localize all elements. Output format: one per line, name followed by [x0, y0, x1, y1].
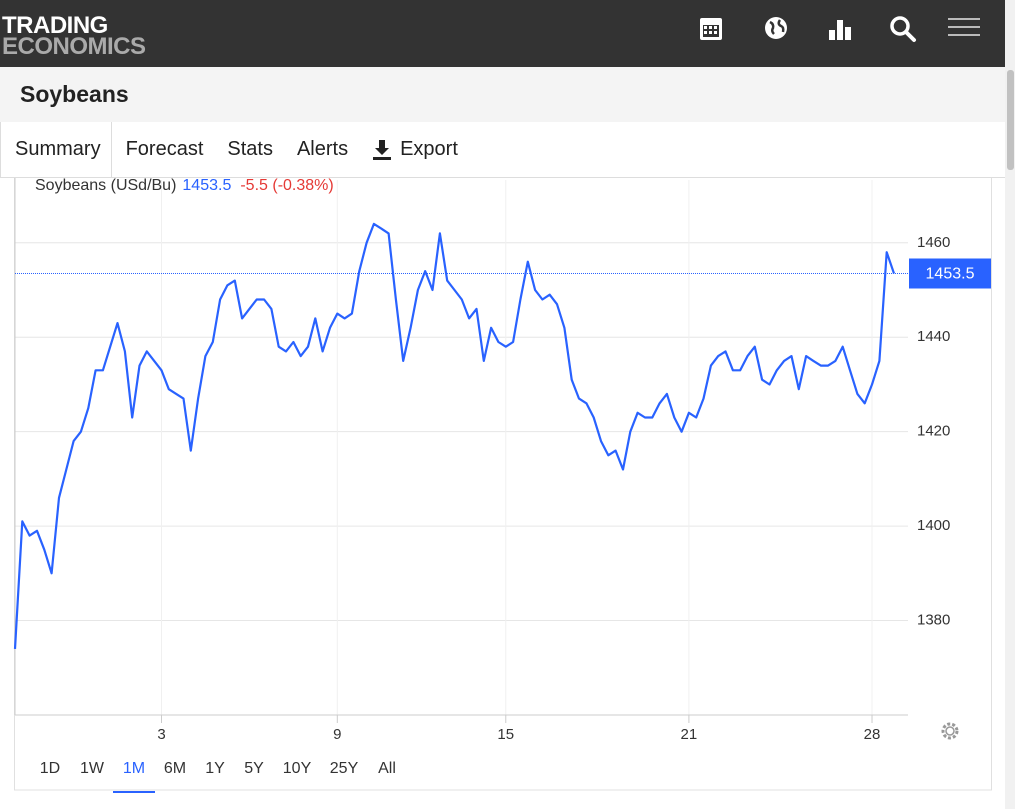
- legend-item: 1453.5: [182, 178, 231, 194]
- range-button[interactable]: 1Y: [205, 760, 225, 777]
- header-icons: [700, 16, 980, 42]
- range-button[interactable]: 25Y: [330, 760, 359, 777]
- tab[interactable]: Export: [358, 122, 468, 177]
- price-box-label: 1453.5: [926, 266, 975, 283]
- chart-icon[interactable]: [829, 20, 851, 40]
- scrollbar[interactable]: [1005, 0, 1015, 809]
- range-button[interactable]: All: [378, 760, 396, 777]
- download-icon: [373, 139, 392, 160]
- tab-bar: Summary Forecast Stats Alerts Export: [0, 122, 1005, 178]
- range-button[interactable]: 1M: [123, 760, 145, 777]
- range-button[interactable]: 1W: [80, 760, 105, 777]
- range-button[interactable]: 5Y: [244, 760, 264, 777]
- globe-icon[interactable]: [765, 17, 787, 39]
- tab-label[interactable]: Export: [400, 138, 458, 160]
- legend: Soybeans (USd/Bu) 1453.5 -5.5 (-0.38%): [35, 178, 334, 194]
- y-tick-label: 1380: [917, 612, 950, 629]
- legend-item: -5.5 (-0.38%): [240, 178, 333, 194]
- scrollbar-thumb[interactable]: [1007, 70, 1014, 170]
- tab[interactable]: Forecast: [112, 122, 214, 177]
- legend-item: Soybeans (USd/Bu): [35, 178, 176, 194]
- y-tick-label: 1440: [917, 328, 950, 345]
- logo-line[interactable]: ECONOMICS: [2, 33, 146, 60]
- x-tick-label: 21: [681, 726, 698, 743]
- tab-label[interactable]: Alerts: [296, 138, 349, 160]
- tab-label[interactable]: Summary: [15, 138, 101, 160]
- range-button[interactable]: 6M: [164, 760, 186, 777]
- top-bar: TRADING ECONOMICS: [0, 0, 1005, 67]
- logo-line[interactable]: TRADING: [2, 12, 108, 39]
- tab-label[interactable]: Forecast: [125, 138, 204, 160]
- y-tick-label: 1460: [917, 234, 950, 251]
- x-tick-label: 15: [497, 726, 514, 743]
- title-bar: Soybeans: [0, 67, 1005, 122]
- price-box: [909, 258, 991, 289]
- y-tick-label: 1420: [917, 423, 950, 440]
- x-tick-label: 3: [157, 726, 165, 743]
- calendar-icon[interactable]: [700, 18, 722, 40]
- page-title: Soybeans: [20, 81, 129, 107]
- x-tick-label: 28: [864, 726, 881, 743]
- price-line-series: [13, 222, 896, 649]
- tab[interactable]: Stats: [213, 122, 283, 177]
- tab[interactable]: Summary: [0, 122, 112, 177]
- search-icon[interactable]: [890, 16, 916, 42]
- y-tick-label: 1400: [917, 517, 950, 534]
- range-button[interactable]: 1D: [40, 760, 60, 777]
- menu-icon[interactable]: [948, 18, 980, 36]
- tab[interactable]: Alerts: [283, 122, 358, 177]
- x-tick-label: 9: [333, 726, 341, 743]
- settings-icon[interactable]: [941, 722, 959, 740]
- tab-label[interactable]: Stats: [227, 138, 273, 160]
- range-button[interactable]: 10Y: [283, 760, 312, 777]
